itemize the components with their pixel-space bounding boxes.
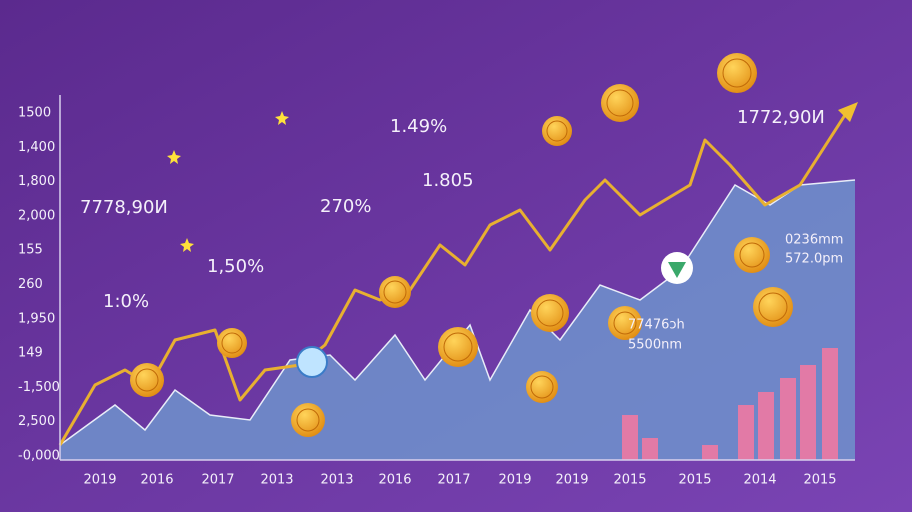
annotation: 1.805 [422,170,474,191]
x-axis-label: 2015 [613,473,646,488]
x-axis-label: 2019 [555,473,588,488]
annotation: 572.0pm [785,252,843,267]
annotation: 1.49% [390,116,447,137]
x-axis-label: 2013 [260,473,293,488]
annotation: 7778,90И [80,197,168,218]
y-axis-label: 149 [18,346,43,361]
y-axis-label: 2,500 [18,414,55,429]
y-axis-label: 260 [18,277,43,292]
annotation: 270% [320,196,371,217]
y-axis-label: 2,000 [18,208,55,223]
x-axis-label: 2015 [803,473,836,488]
annotations: 7778,90И 1:0% 1,50% 270% 1.49% 1.805 1772,90И 0… [80,107,843,353]
annotation: 1772,90И [737,107,825,128]
x-axis-label: 2017 [437,473,470,488]
x-axis-label: 2016 [378,473,411,488]
y-axis-label: 1,400 [18,140,55,155]
bars [622,348,838,460]
annotation: 5500nm [628,338,682,353]
annotation: 77476ɔh [628,318,685,333]
x-axis-label: 2014 [743,473,776,488]
annotation: 0236mm [785,233,843,248]
area [60,180,855,460]
x-axis-label: 2016 [140,473,173,488]
y-axis-label: 1,800 [18,174,55,189]
y-axis-label: 155 [18,243,43,258]
annotation: 1,50% [207,256,264,277]
price-line [58,114,847,446]
y-axis-label: 1500 [18,106,51,121]
stars [167,111,289,252]
x-axis-label: 2015 [678,473,711,488]
x-axis-label: 2019 [498,473,531,488]
coins [130,53,793,437]
x-axis-label: 2017 [201,473,234,488]
arrow-head [838,102,858,122]
y-axis-label: -1,500 [18,380,60,395]
annotation: 1:0% [103,291,149,312]
x-axis-label: 2013 [320,473,353,488]
x-axis-labels: 2019 2016 2017 2013 2013 2016 2017 2019 2019 2015… [83,473,836,488]
x-axis-label: 2019 [83,473,116,488]
y-axis-labels: 1500 1,400 1,800 2,000 155 260 1,950 149 -1,500 2… [18,106,60,464]
y-axis-label: 1,950 [18,311,55,326]
y-axis-label: -0,000 [18,449,60,464]
